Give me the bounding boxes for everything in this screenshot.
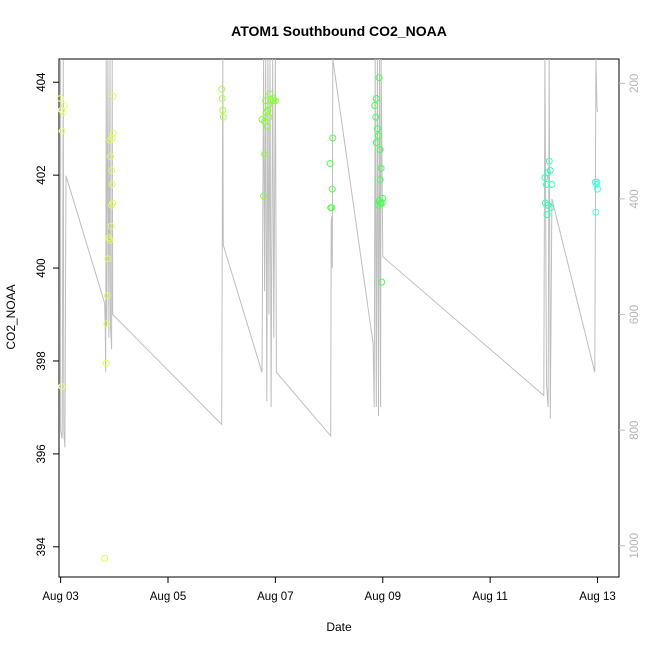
- y-tick-label: 394: [36, 537, 48, 557]
- y2-tick-label: 400: [629, 189, 641, 208]
- y-tick-label: 398: [36, 351, 48, 370]
- axes-layer: Aug 03 Aug 05 Aug 07 Aug 09 Aug 11 Aug 13 394 3…: [36, 72, 641, 603]
- data-point: [592, 208, 600, 216]
- data-point: [328, 204, 336, 212]
- data-point: [103, 320, 111, 328]
- data-point: [377, 164, 385, 172]
- x-axis-label: Date: [326, 620, 352, 634]
- data-point: [375, 201, 382, 209]
- pressure-line: [60, 58, 598, 448]
- data-point: [109, 129, 117, 137]
- data-point: [264, 106, 272, 114]
- data-point: [103, 292, 111, 300]
- x-tick-label: Aug 07: [257, 591, 293, 603]
- data-point: [378, 199, 386, 207]
- data-point: [265, 113, 273, 121]
- data-point: [109, 92, 117, 100]
- y2-tick-label: 600: [629, 305, 641, 324]
- pressure-layer: [60, 58, 598, 448]
- x-tick-label: Aug 09: [365, 591, 401, 603]
- data-point: [108, 180, 116, 188]
- data-point: [60, 102, 68, 109]
- data-point: [59, 108, 67, 116]
- data-point: [271, 97, 279, 105]
- data-point: [372, 113, 380, 121]
- y2-tick-label: 1000: [629, 533, 641, 559]
- data-point: [107, 222, 115, 230]
- y-axis-label: CO2_NOAA: [4, 284, 18, 349]
- data-point: [260, 192, 268, 200]
- data-point: [104, 255, 112, 263]
- data-point: [102, 359, 110, 367]
- data-point: [594, 185, 601, 193]
- data-point: [108, 167, 116, 174]
- data-point: [548, 180, 556, 188]
- data-point: [375, 74, 383, 82]
- data-point: [546, 167, 554, 174]
- data-point: [326, 160, 334, 167]
- y2-tick-label: 200: [629, 74, 641, 93]
- x-tick-label: Aug 11: [472, 591, 508, 603]
- data-point: [218, 85, 226, 93]
- data-point: [379, 194, 387, 202]
- data-point: [109, 199, 117, 207]
- plot-frame: [58, 58, 620, 578]
- x-tick-label: Aug 03: [42, 591, 78, 603]
- data-point: [375, 132, 382, 140]
- data-point: [58, 127, 66, 135]
- data-point: [371, 102, 379, 109]
- y-tick-label: 402: [36, 166, 48, 185]
- data-point: [547, 204, 555, 212]
- data-point: [373, 125, 381, 133]
- data-point: [329, 134, 337, 142]
- data-point: [106, 136, 114, 144]
- data-point: [372, 139, 380, 147]
- y-tick-label: 404: [36, 72, 48, 92]
- data-point: [107, 153, 114, 161]
- y-tick-label: 400: [36, 259, 48, 278]
- data-point: [372, 95, 380, 102]
- data-point: [219, 106, 227, 114]
- data-point: [57, 95, 65, 102]
- points-layer: [57, 74, 601, 562]
- chart-title: ATOM1 Southbound CO2_NOAA: [231, 23, 447, 39]
- x-tick-label: Aug 05: [150, 591, 186, 603]
- y-tick-label: 396: [36, 444, 48, 463]
- data-point: [376, 176, 384, 184]
- data-point: [593, 178, 601, 186]
- data-point: [108, 134, 116, 142]
- data-point: [543, 211, 551, 219]
- data-point: [101, 554, 109, 562]
- data-point: [545, 157, 553, 165]
- data-point: [58, 383, 66, 390]
- data-point: [378, 278, 386, 286]
- data-point: [263, 122, 271, 130]
- data-point: [218, 95, 226, 102]
- x-tick-label: Aug 13: [579, 591, 615, 603]
- data-point: [328, 185, 336, 193]
- data-point: [106, 236, 114, 244]
- data-point: [261, 150, 269, 158]
- data-point: [543, 180, 550, 188]
- data-point: [219, 113, 227, 121]
- data-point: [376, 146, 384, 154]
- y2-tick-label: 800: [629, 421, 641, 440]
